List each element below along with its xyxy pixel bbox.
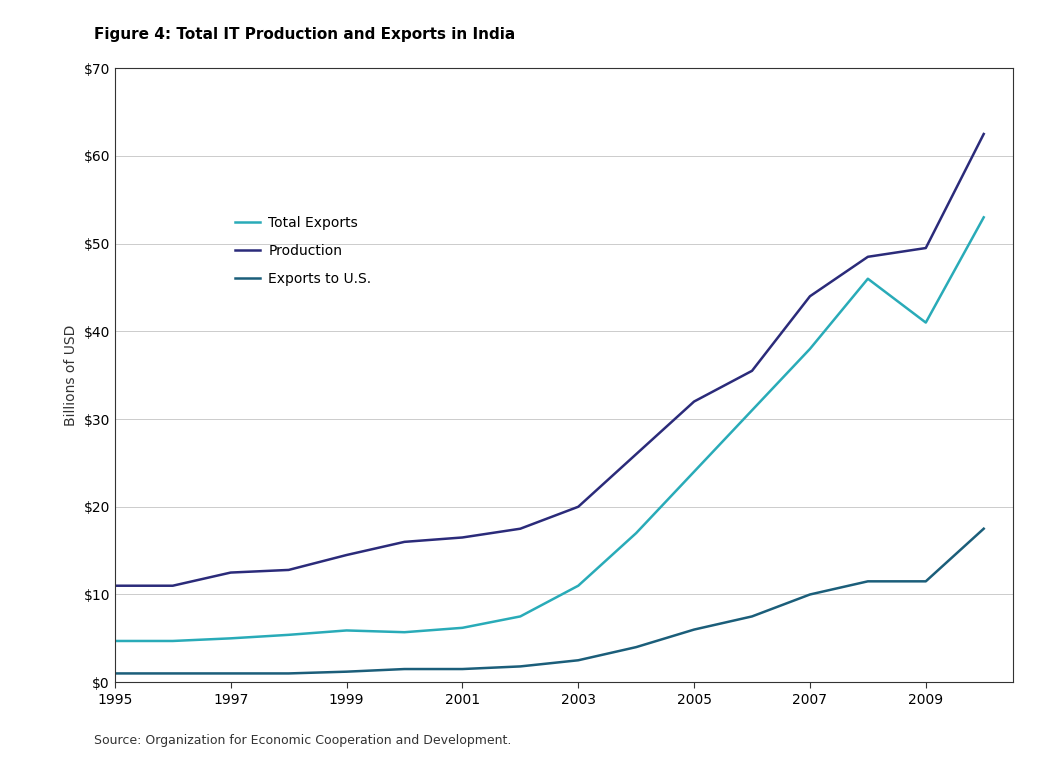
Legend: Total Exports, Production, Exports to U.S.: Total Exports, Production, Exports to U.…: [230, 210, 377, 291]
Production: [977, 130, 990, 139]
Total Exports: [630, 528, 642, 537]
Production: [224, 568, 237, 577]
Total Exports: [456, 623, 469, 632]
Total Exports: [282, 631, 294, 640]
Production: [745, 366, 758, 375]
Exports to U.S.: [861, 577, 874, 586]
Total Exports: [977, 213, 990, 222]
Production: [630, 449, 642, 459]
Exports to U.S.: [920, 577, 932, 586]
Y-axis label: Billions of USD: Billions of USD: [64, 324, 78, 426]
Production: [920, 243, 932, 252]
Exports to U.S.: [224, 669, 237, 678]
Total Exports: [166, 637, 179, 646]
Production: [282, 565, 294, 575]
Production: [398, 537, 410, 547]
Total Exports: [572, 581, 585, 590]
Exports to U.S.: [514, 662, 526, 671]
Exports to U.S.: [340, 667, 353, 676]
Production: [109, 581, 121, 590]
Exports to U.S.: [630, 643, 642, 652]
Text: Figure 4: Total IT Production and Exports in India: Figure 4: Total IT Production and Export…: [94, 27, 515, 42]
Exports to U.S.: [282, 669, 294, 678]
Exports to U.S.: [745, 612, 758, 621]
Line: Exports to U.S.: Exports to U.S.: [115, 529, 983, 673]
Total Exports: [861, 274, 874, 283]
Exports to U.S.: [804, 590, 816, 599]
Exports to U.S.: [572, 656, 585, 665]
Total Exports: [514, 612, 526, 621]
Exports to U.S.: [398, 665, 410, 674]
Total Exports: [398, 628, 410, 637]
Total Exports: [745, 406, 758, 415]
Line: Total Exports: Total Exports: [115, 218, 983, 641]
Total Exports: [224, 634, 237, 643]
Total Exports: [920, 318, 932, 327]
Production: [861, 252, 874, 262]
Exports to U.S.: [977, 525, 990, 534]
Production: [572, 503, 585, 512]
Exports to U.S.: [166, 669, 179, 678]
Production: [514, 525, 526, 534]
Exports to U.S.: [109, 669, 121, 678]
Production: [456, 533, 469, 542]
Production: [166, 581, 179, 590]
Line: Production: Production: [115, 134, 983, 586]
Exports to U.S.: [456, 665, 469, 674]
Production: [340, 550, 353, 559]
Total Exports: [340, 626, 353, 635]
Production: [804, 292, 816, 301]
Total Exports: [688, 467, 701, 476]
Text: Source: Organization for Economic Cooperation and Development.: Source: Organization for Economic Cooper…: [94, 734, 512, 747]
Exports to U.S.: [688, 625, 701, 634]
Total Exports: [804, 344, 816, 353]
Total Exports: [109, 637, 121, 646]
Production: [688, 397, 701, 406]
